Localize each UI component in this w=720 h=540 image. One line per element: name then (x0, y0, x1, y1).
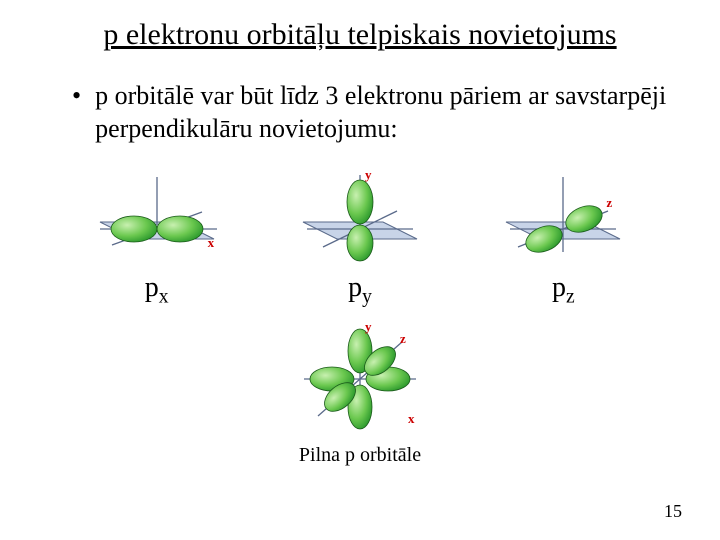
orbital-diagrams-row: x y (0, 145, 720, 262)
full-axis-y-label: y (365, 319, 372, 335)
page-number: 15 (664, 501, 682, 522)
orbital-py-diagram: y (285, 167, 435, 262)
orbital-py-cell: y (285, 167, 435, 262)
orbital-labels-row: px py pz (0, 262, 720, 309)
orbital-pz-diagram: z (488, 167, 638, 262)
axis-y-label: y (365, 167, 372, 183)
bullet-text: p orbitālē var būt līdz 3 elektronu pāri… (95, 80, 672, 145)
page-title: p elektronu orbitāļu telpiskais novietoj… (0, 0, 720, 52)
full-axis-z-label: z (400, 331, 406, 347)
bullet-item: • p orbitālē var būt līdz 3 elektronu pā… (0, 52, 720, 145)
orbital-px-diagram: x (82, 167, 232, 262)
full-orbital-diagram: y z x (290, 321, 430, 436)
full-orbital-row: y z x (0, 309, 720, 436)
label-pz: pz (488, 272, 638, 309)
full-orbital-caption: Pilna p orbitāle (0, 436, 720, 467)
full-axis-x-label: x (408, 411, 415, 427)
bullet-marker: • (72, 80, 81, 145)
orbital-px-cell: x (82, 167, 232, 262)
orbital-pz-cell: z (488, 167, 638, 262)
axis-z-label: z (606, 195, 612, 211)
axis-x-label: x (208, 235, 215, 251)
label-px: px (82, 272, 232, 309)
label-py: py (285, 272, 435, 309)
